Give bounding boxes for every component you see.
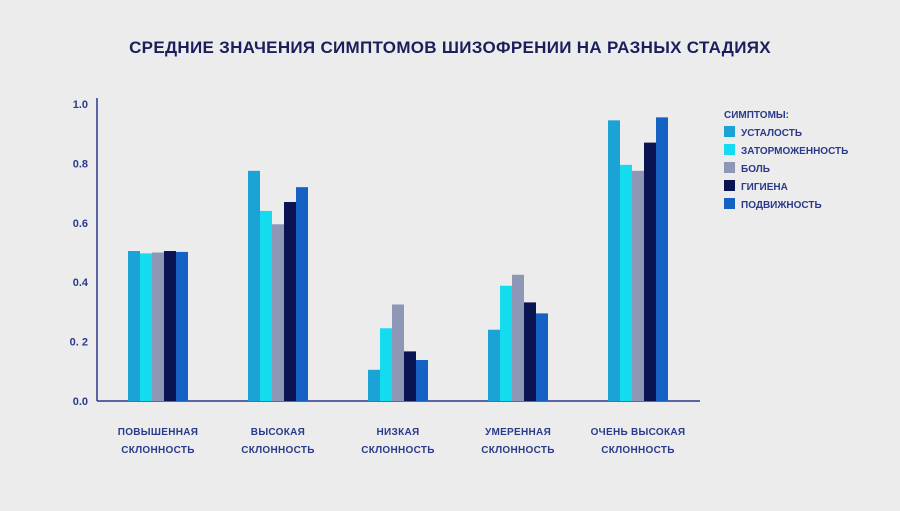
legend-swatch — [724, 198, 735, 209]
legend-label: ГИГИЕНА — [741, 182, 788, 193]
bar — [248, 170, 260, 401]
legend-label: ПОДВИЖНОСТЬ — [741, 200, 822, 211]
category-label: ОЧЕНЬ ВЫСОКАЯ СКЛОННОСТЬ — [591, 427, 686, 456]
bar — [632, 170, 644, 401]
bar — [380, 328, 392, 401]
y-tick-labels: 0.0 0. 2 0.4 0.6 0.8 1.0 — [70, 99, 89, 408]
bar — [536, 313, 548, 401]
bar — [404, 351, 416, 401]
y-tick-label: 0.6 — [73, 218, 88, 230]
bar-group — [128, 251, 188, 401]
bar — [500, 285, 512, 401]
category-label-line: СКЛОННОСТЬ — [601, 445, 675, 456]
bars — [128, 117, 668, 402]
legend-item: ГИГИЕНА — [724, 180, 788, 193]
legend-item: БОЛЬ — [724, 162, 770, 175]
bar-group — [488, 274, 548, 401]
category-label: ВЫСОКАЯ СКЛОННОСТЬ — [241, 427, 315, 456]
bar-group — [608, 117, 668, 402]
bar — [152, 252, 164, 401]
y-tick-label: 1.0 — [73, 99, 88, 111]
bar — [392, 304, 404, 401]
legend-swatch — [724, 180, 735, 191]
legend: СИМПТОМЫ: УСТАЛОСТЬ ЗАТОРМОЖЕННОСТЬ БОЛЬ ГИГ… — [724, 110, 848, 211]
category-label-line: ОЧЕНЬ ВЫСОКАЯ — [591, 427, 686, 438]
y-tick-label: 0.8 — [73, 158, 88, 170]
legend-swatch — [724, 162, 735, 173]
bar — [620, 164, 632, 401]
bar — [164, 251, 176, 401]
category-label-line: СКЛОННОСТЬ — [121, 445, 195, 456]
bar — [296, 187, 308, 401]
bar — [140, 253, 152, 401]
bar — [524, 302, 536, 401]
category-label-line: ПОВЫШЕННАЯ — [118, 427, 199, 438]
category-label: НИЗКАЯ СКЛОННОСТЬ — [361, 427, 435, 456]
category-label: ПОВЫШЕННАЯ СКЛОННОСТЬ — [118, 427, 199, 456]
category-label-line: СКЛОННОСТЬ — [241, 445, 315, 456]
y-tick-label: 0. 2 — [70, 337, 88, 349]
legend-label: УСТАЛОСТЬ — [741, 128, 802, 139]
category-label-line: ВЫСОКАЯ — [251, 427, 305, 438]
bar — [176, 251, 188, 401]
bar — [284, 202, 296, 401]
category-label-line: СКЛОННОСТЬ — [361, 445, 435, 456]
category-label: УМЕРЕННАЯ СКЛОННОСТЬ — [481, 427, 555, 456]
category-label-line: УМЕРЕННАЯ — [485, 427, 551, 438]
legend-swatch — [724, 126, 735, 137]
legend-item: ПОДВИЖНОСТЬ — [724, 198, 822, 211]
bar — [512, 274, 524, 401]
category-label-line: НИЗКАЯ — [377, 427, 420, 438]
bar — [368, 369, 380, 401]
chart-title: СРЕДНИЕ ЗНАЧЕНИЯ СИМПТОМОВ ШИЗОФРЕНИИ НА… — [129, 38, 771, 57]
bar — [608, 120, 620, 402]
bar — [128, 251, 140, 401]
legend-item: УСТАЛОСТЬ — [724, 126, 802, 139]
bar — [644, 142, 656, 402]
bar — [656, 117, 668, 402]
bar-group — [368, 304, 428, 401]
legend-item: ЗАТОРМОЖЕННОСТЬ — [724, 144, 848, 157]
category-labels: ПОВЫШЕННАЯСКЛОННОСТЬВЫСОКАЯСКЛОННОСТЬНИЗ… — [118, 427, 686, 456]
y-tick-label: 0.0 — [73, 396, 88, 408]
y-tick-label: 0.4 — [73, 277, 89, 289]
bar-group — [248, 170, 308, 401]
bar — [272, 224, 284, 401]
legend-swatch — [724, 144, 735, 155]
bar — [488, 329, 500, 401]
legend-label: ЗАТОРМОЖЕННОСТЬ — [741, 146, 848, 157]
legend-label: БОЛЬ — [741, 164, 770, 175]
bar — [416, 360, 428, 401]
category-label-line: СКЛОННОСТЬ — [481, 445, 555, 456]
bar — [260, 210, 272, 401]
legend-title: СИМПТОМЫ: — [724, 110, 789, 121]
